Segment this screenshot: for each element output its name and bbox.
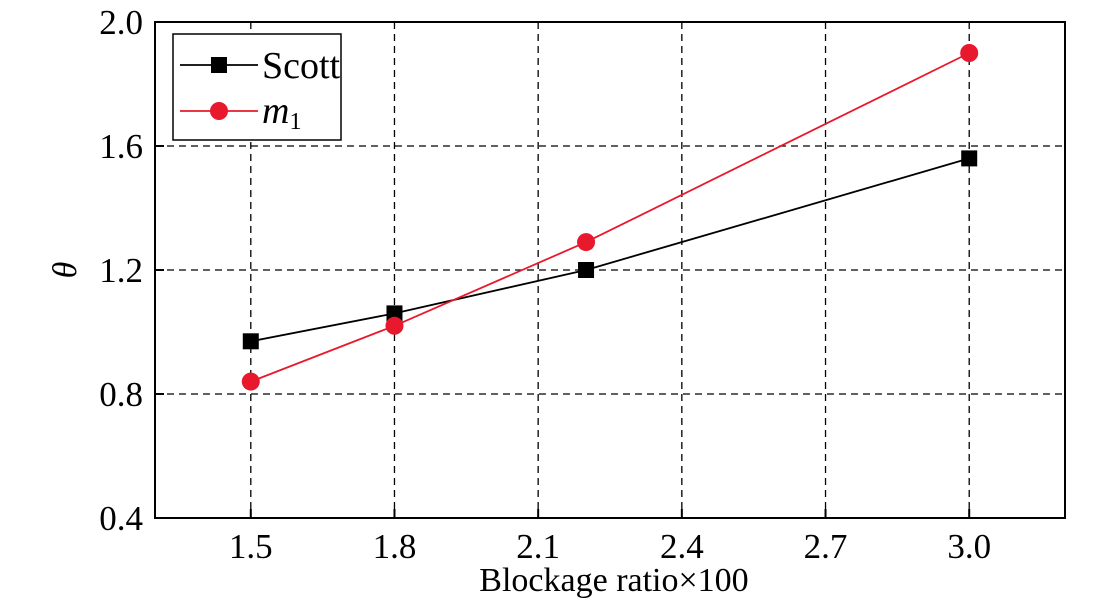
legend-marker-scott [211,57,227,73]
x-tick-label: 3.0 [947,527,991,566]
legend: Scott m1 [172,33,342,141]
data-point-circle [577,233,596,252]
legend-label-m1-main: m [262,90,289,132]
series-line-1 [250,52,970,383]
y-tick-label: 2.0 [99,3,143,42]
x-tick-label: 2.7 [804,527,848,566]
x-axis-title: Blockage ratio×100 [479,562,748,599]
legend-label-m1: m1 [262,90,301,135]
x-tick-label: 2.1 [516,527,560,566]
legend-marker-m1 [210,102,228,120]
data-point-circle [385,316,404,335]
x-tick-label: 2.4 [660,527,704,566]
axis-ticks: 1.5 1.8 2.1 2.4 2.7 3.0 0.4 0.8 1.2 1.6 2.0 [99,3,991,566]
data-point-circle [960,44,979,62]
data-point-square [242,333,259,350]
x-tick-label: 1.8 [373,527,417,566]
y-tick-label: 0.4 [99,499,143,538]
y-tick-label: 1.6 [99,127,143,166]
legend-box [172,33,342,141]
series-line-0 [250,157,970,343]
data-point-square [961,150,978,167]
y-tick-label: 0.8 [99,375,143,414]
legend-label-m1-sub: 1 [289,109,301,135]
y-tick-label: 1.2 [99,251,143,290]
x-tick-label: 1.5 [229,527,273,566]
data-point-circle [241,372,260,391]
y-axis-title: θ [47,262,84,279]
data-point-square [386,305,403,322]
grid [155,22,1065,518]
series [241,44,979,391]
legend-label-scott: Scott [262,45,341,87]
data-point-square [578,262,595,278]
